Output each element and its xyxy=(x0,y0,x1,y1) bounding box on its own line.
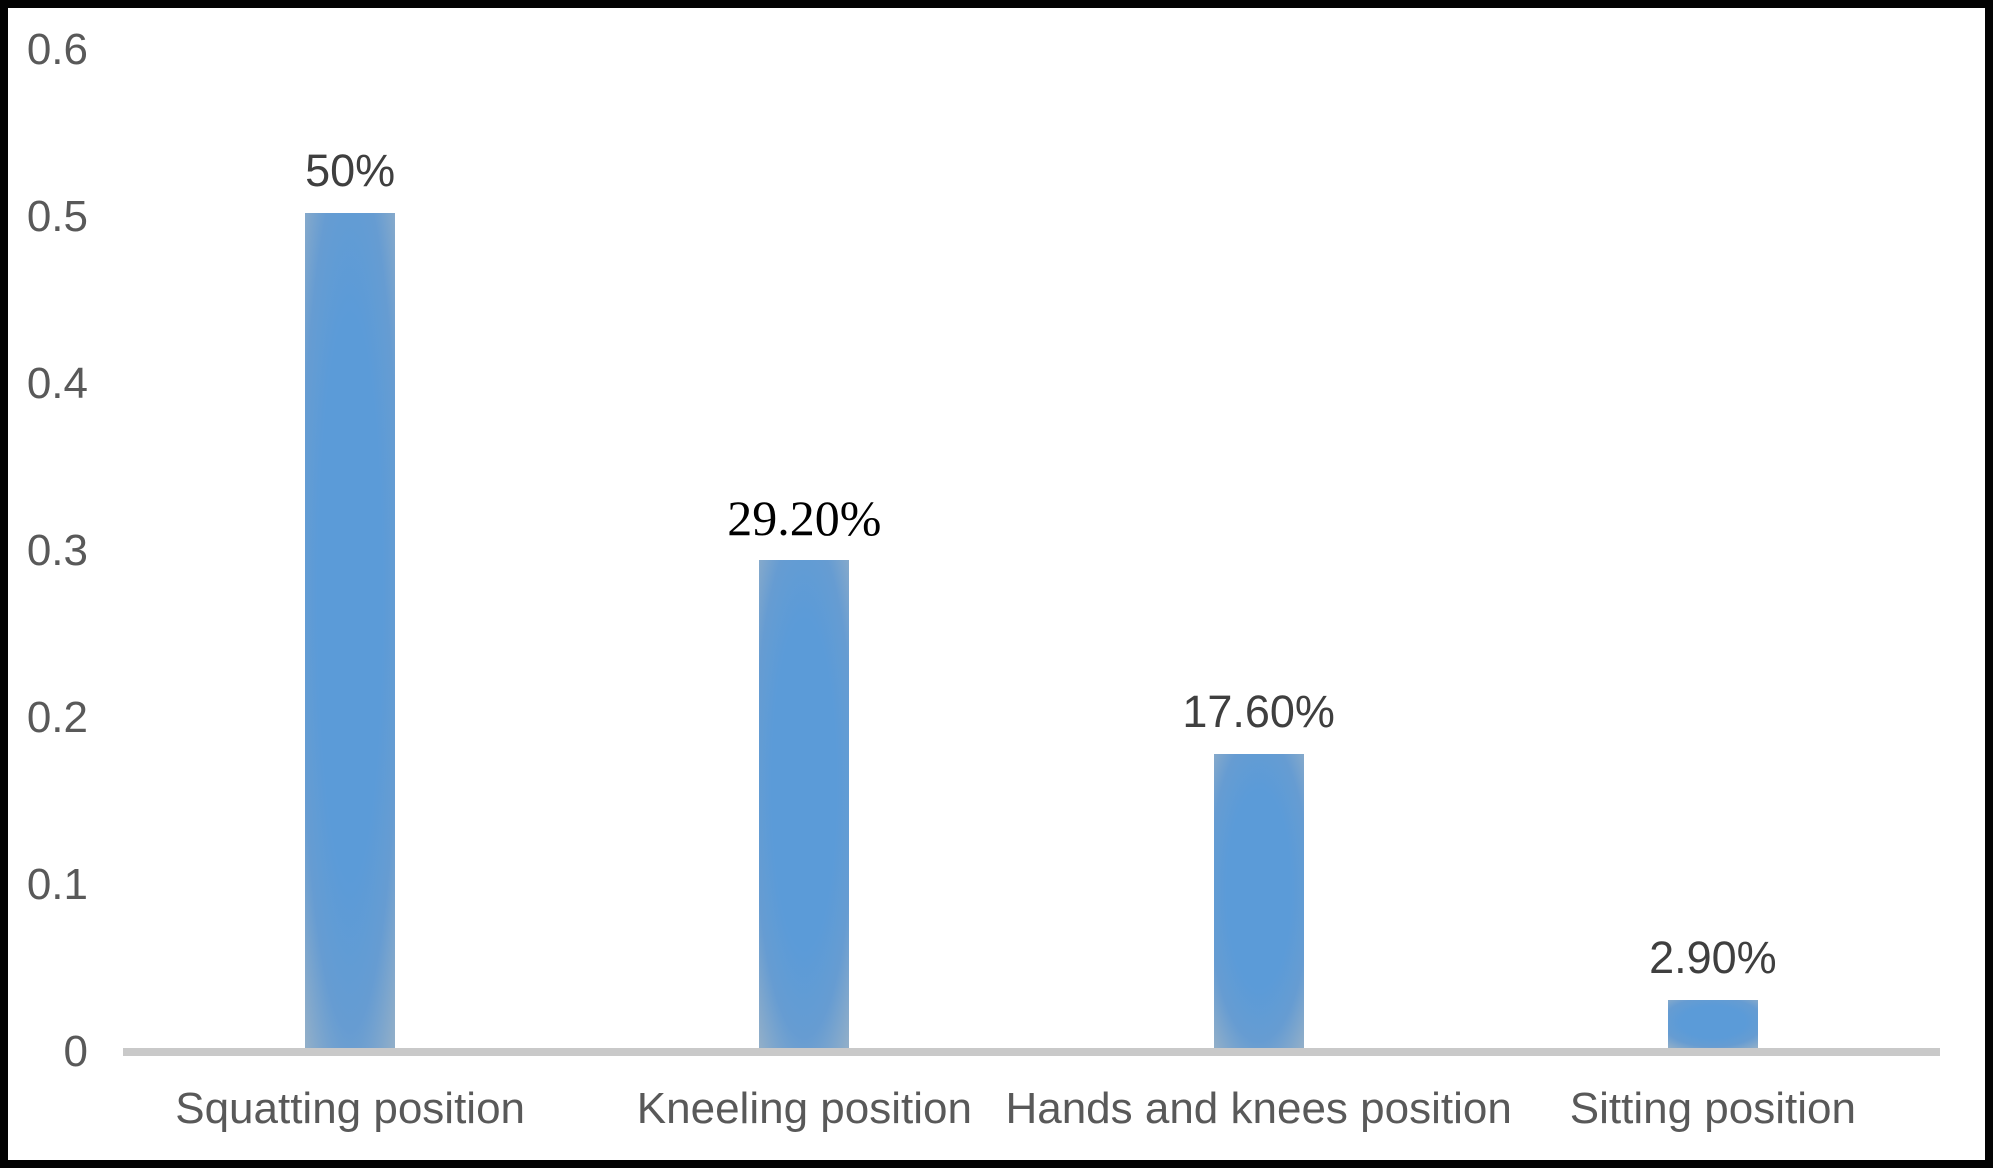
data-label-hands-and-knees-position: 17.60% xyxy=(1182,686,1335,737)
x-tick-label-hands-and-knees-position: Hands and knees position xyxy=(1005,1084,1512,1133)
bar-sitting-position xyxy=(1667,1000,1758,1048)
y-tick-label: 0 xyxy=(63,1027,88,1076)
y-tick-label: 0.1 xyxy=(26,860,88,909)
x-axis-line xyxy=(123,1048,1940,1056)
x-tick-label-squatting-position: Squatting position xyxy=(175,1084,526,1133)
y-tick-label: 0.2 xyxy=(26,693,88,742)
data-label-sitting-position: 2.90% xyxy=(1649,932,1777,983)
x-tick-label-sitting-position: Sitting position xyxy=(1569,1084,1856,1133)
y-tick-label: 0.4 xyxy=(26,359,88,408)
data-label-squatting-position: 50% xyxy=(305,145,396,196)
bar-hands-and-knees-position xyxy=(1213,754,1304,1048)
bar-squatting-position xyxy=(305,213,396,1048)
y-tick-label: 0.5 xyxy=(26,192,88,241)
y-tick-label: 0.6 xyxy=(26,25,88,74)
x-tick-label-kneeling-position: Kneeling position xyxy=(636,1084,972,1133)
data-label-kneeling-position: 29.20% xyxy=(727,490,882,546)
y-tick-label: 0.3 xyxy=(26,526,88,575)
bar-kneeling-position xyxy=(759,560,850,1048)
